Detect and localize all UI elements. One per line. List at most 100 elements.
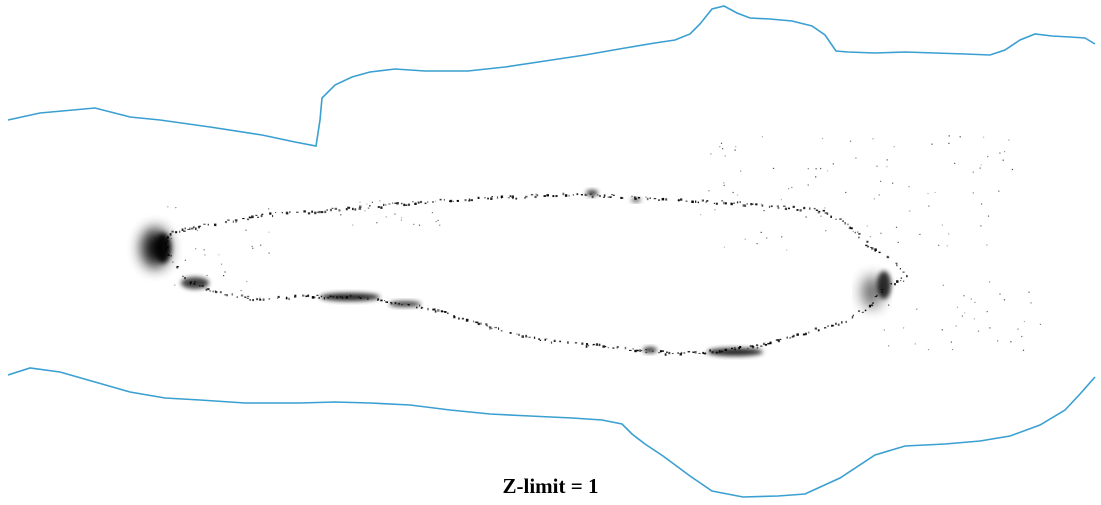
outline-speck	[289, 211, 291, 214]
outline-speck	[215, 290, 218, 294]
noise-speck	[807, 184, 809, 186]
outline-speck	[692, 351, 695, 353]
outline-speck	[416, 306, 418, 309]
outline-speck	[760, 345, 763, 347]
outline-speck	[866, 240, 869, 243]
noise-speck	[268, 208, 270, 210]
noise-speck	[174, 284, 176, 286]
outline-speck	[733, 202, 735, 204]
noise-speck	[1023, 320, 1025, 323]
outline-speck	[607, 196, 610, 198]
outline-speck	[401, 304, 403, 306]
outline-speck	[183, 230, 186, 232]
outline-speck	[321, 211, 324, 214]
outline-speck	[377, 299, 379, 301]
outline-speck	[496, 196, 499, 199]
outline-speck	[288, 297, 290, 301]
noise-speck	[431, 212, 433, 214]
outline-speck	[739, 201, 741, 203]
shadow-south-3	[643, 347, 657, 353]
outline-speck	[662, 197, 665, 200]
outline-speck	[354, 208, 357, 211]
outline-speck	[367, 207, 370, 209]
outline-speck	[900, 277, 903, 279]
outline-speck	[260, 214, 263, 218]
outline-speck	[652, 350, 654, 352]
outline-speck	[756, 346, 759, 349]
outline-speck	[756, 344, 759, 346]
outline-speck	[498, 327, 500, 330]
outline-speck	[476, 321, 479, 324]
noise-speck	[781, 236, 783, 238]
noise-speck	[883, 329, 885, 331]
noise-speck	[1008, 139, 1010, 141]
outline-speck	[858, 236, 860, 239]
outline-speck	[698, 352, 701, 354]
outline-speck	[199, 225, 201, 228]
outline-speck	[612, 347, 615, 349]
noise-speck	[376, 222, 378, 224]
outline-speck	[538, 338, 540, 340]
outline-speck	[255, 214, 258, 216]
outline-speck	[419, 304, 421, 307]
outline-speck	[420, 306, 423, 310]
outline-speck	[348, 206, 351, 209]
noise-speck	[997, 340, 999, 342]
outline-speck	[377, 298, 380, 301]
outline-speck	[219, 291, 222, 294]
outline-speck	[194, 227, 197, 230]
outline-speck	[198, 285, 200, 287]
outline-speck	[613, 194, 615, 196]
noise-speck	[760, 231, 762, 233]
noise-speck	[735, 146, 737, 148]
outline-speck	[572, 194, 574, 196]
noise-speck	[880, 180, 882, 182]
noise-speck	[972, 171, 974, 173]
noise-speck	[719, 146, 721, 148]
outline-speck	[636, 349, 639, 352]
lower-boundary-line	[7, 367, 1096, 498]
noise-speck	[1021, 335, 1023, 338]
outline-speck	[896, 280, 899, 283]
noise-speck	[760, 203, 762, 205]
noise-speck	[903, 327, 905, 329]
outline-speck	[658, 352, 661, 354]
noise-speck	[927, 192, 929, 195]
noise-speck	[845, 191, 847, 194]
outline-speck	[380, 206, 383, 209]
outline-speck	[261, 213, 264, 215]
outline-speck	[172, 261, 174, 263]
noise-speck	[946, 245, 948, 247]
outline-speck	[530, 194, 534, 196]
noise-speck	[873, 198, 875, 200]
outline-speck	[880, 288, 884, 291]
outline-speck	[388, 203, 391, 205]
outline-speck	[803, 206, 806, 210]
noise-speck	[980, 225, 982, 227]
outline-speck	[824, 327, 827, 329]
noise-speck	[981, 203, 983, 205]
outline-speck	[486, 325, 488, 327]
outline-speck	[894, 283, 896, 286]
noise-speck	[954, 162, 956, 164]
outline-speck	[808, 331, 810, 334]
outline-speck	[637, 197, 641, 199]
noise-speck	[340, 214, 342, 216]
noise-speck	[766, 237, 768, 239]
outline-speck	[621, 197, 624, 199]
noise-speck	[903, 280, 905, 282]
outline-speck	[440, 310, 443, 313]
outline-speck	[576, 193, 579, 196]
outline-speck	[320, 295, 323, 298]
outline-speck	[584, 193, 587, 196]
noise-speck	[880, 232, 882, 234]
outline-speck	[339, 295, 342, 298]
outline-speck	[525, 335, 528, 338]
outline-speck	[755, 203, 758, 206]
noise-speck	[959, 136, 961, 138]
noise-speck	[1004, 151, 1006, 153]
noise-speck	[740, 170, 742, 172]
outline-speck	[524, 197, 526, 199]
outline-speck	[323, 297, 325, 300]
outline-speck	[865, 244, 868, 247]
